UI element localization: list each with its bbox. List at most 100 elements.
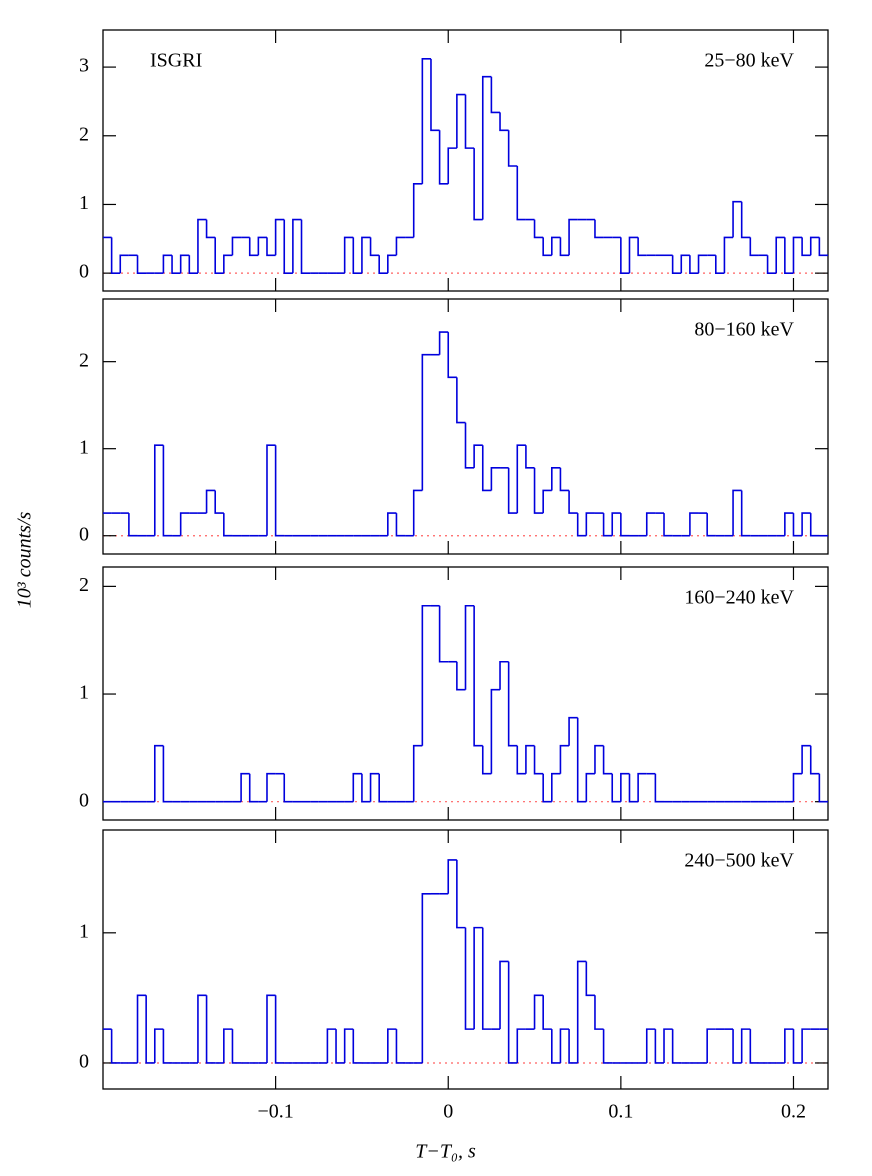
histogram-bin	[809, 236, 820, 256]
histogram-bin	[611, 773, 621, 803]
histogram-bin	[559, 237, 570, 257]
histogram-bin	[663, 513, 673, 537]
band-label: 240−500 keV	[684, 850, 794, 872]
histogram-bin	[602, 513, 613, 537]
histogram-bin	[559, 744, 570, 774]
histogram-bin	[576, 513, 587, 537]
histogram-bin	[197, 994, 207, 1063]
histogram-bin	[801, 237, 811, 257]
y-tick-label: 0	[79, 1051, 89, 1073]
histogram-bin	[533, 467, 544, 514]
histogram-bin	[162, 254, 173, 274]
histogram-bin	[456, 377, 466, 424]
histogram-bin	[387, 512, 397, 536]
histogram-bin	[369, 772, 380, 802]
histogram-bin	[438, 331, 449, 355]
histogram-bin	[128, 513, 138, 537]
histogram-bin	[740, 201, 751, 239]
histogram-bin	[387, 254, 397, 274]
histogram-bin	[292, 218, 302, 274]
histogram-bin	[594, 995, 604, 1030]
histogram-bin	[628, 236, 639, 274]
histogram-bin	[784, 512, 794, 536]
histogram-bin	[179, 512, 190, 536]
histogram-bin	[792, 772, 803, 802]
histogram-bin	[499, 660, 509, 690]
histogram-bin	[283, 773, 293, 803]
histogram-bin	[214, 237, 224, 274]
histogram-bin	[801, 512, 811, 536]
instrument-label: ISGRI	[150, 50, 202, 72]
histogram-bin	[473, 605, 483, 747]
histogram-bin	[395, 513, 406, 537]
histogram-bin	[740, 490, 751, 537]
x-tick-label: −0.1	[257, 1101, 293, 1123]
histogram-bin	[257, 236, 267, 256]
histogram-bin	[620, 772, 630, 802]
histogram-bin	[620, 237, 630, 274]
x-tick-label: 0	[443, 1101, 453, 1123]
histogram-bin	[740, 1028, 751, 1063]
histogram-bin	[809, 513, 820, 537]
histogram-bin	[568, 218, 578, 256]
histogram-bin	[162, 745, 173, 803]
histogram-bin	[473, 926, 483, 1030]
histogram-bin	[533, 745, 544, 775]
histogram-bin	[792, 513, 803, 537]
y-tick-label: 1	[79, 192, 89, 214]
histogram-bin	[611, 512, 621, 536]
histogram-bin	[680, 254, 690, 274]
histogram-bin	[153, 744, 164, 802]
histogram-bin	[248, 237, 259, 257]
histogram-bin	[585, 512, 595, 536]
histogram-bin	[343, 1028, 354, 1063]
histogram-bin	[456, 859, 466, 929]
histogram-bin	[594, 744, 604, 774]
histogram-bin	[516, 1028, 526, 1063]
histogram-bin	[412, 744, 423, 802]
histogram-bin	[326, 1028, 337, 1063]
histogram-bin	[602, 1029, 613, 1064]
histogram-bin	[197, 218, 207, 274]
y-tick-label: 2	[79, 574, 89, 596]
histogram-bin	[628, 773, 639, 803]
histogram-bin	[585, 772, 595, 802]
histogram-bin	[110, 1029, 121, 1064]
histogram-bin	[654, 773, 665, 803]
histogram-bin	[447, 859, 457, 894]
histogram-bin	[663, 1028, 673, 1063]
histogram-bin	[784, 237, 794, 274]
histogram-bin	[205, 995, 216, 1064]
histogram-bin	[447, 332, 457, 379]
histogram-bin	[481, 445, 492, 492]
histogram-bin	[412, 183, 423, 238]
histogram-bin	[438, 605, 449, 663]
y-tick-label: 0	[79, 523, 89, 545]
histogram-bin	[732, 1029, 742, 1064]
y-tick-label: 1	[79, 682, 89, 704]
histogram-bin	[300, 219, 311, 274]
histogram-bin	[490, 467, 501, 491]
histogram-bin	[576, 960, 587, 1063]
histogram-bin	[145, 995, 155, 1064]
histogram-bin	[153, 444, 164, 536]
histogram-bin	[223, 513, 233, 537]
histogram-bin	[551, 772, 561, 802]
panel-frame	[102, 29, 829, 292]
histogram-bin	[784, 1028, 794, 1063]
histogram-bin	[335, 1029, 345, 1064]
histogram-bin	[602, 745, 613, 775]
histogram-bin	[792, 236, 803, 274]
histogram-bin	[671, 255, 682, 274]
histogram-bin	[809, 745, 820, 775]
histogram-bin	[464, 94, 475, 149]
histogram-bin	[516, 745, 526, 775]
histogram-bin	[343, 236, 354, 274]
histogram-bin	[387, 1028, 397, 1063]
histogram-bin	[801, 744, 811, 774]
histogram-bin	[507, 467, 518, 514]
histogram-bin	[749, 1029, 759, 1064]
histogram-bin	[162, 445, 173, 537]
histogram-bin	[714, 255, 725, 274]
